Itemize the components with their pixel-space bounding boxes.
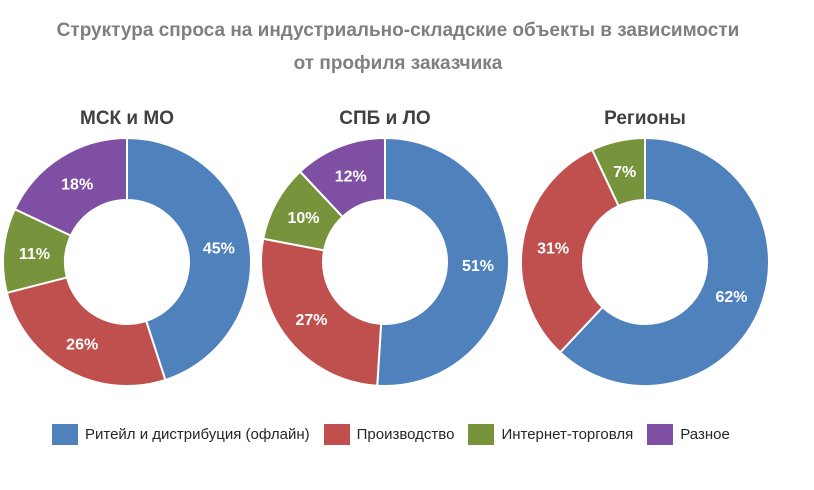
donut-data-label: 62% [715, 289, 747, 306]
legend-item-retail: Ритейл и дистрибуция (офлайн) [52, 424, 310, 445]
legend-item-production: Производство [323, 424, 455, 445]
donut-title: МСК и МО [80, 108, 174, 129]
donut-data-label: 11% [19, 246, 50, 263]
donut-data-label: 31% [537, 240, 569, 257]
donut-chart-1: МСК и МО 45% 26% 11% 18% [2, 108, 252, 387]
donut-data-label: 45% [203, 240, 235, 257]
legend-item-other: Разное [647, 424, 730, 445]
donut-slice-ритейл-и-дистрибуция-офлайн [558, 136, 770, 387]
legend-swatch-production [323, 424, 350, 445]
legend-label-retail: Ритейл и дистрибуция (офлайн) [85, 426, 310, 443]
legend-label-ecommerce: Интернет-торговля [501, 426, 634, 443]
legend-label-other: Разное [680, 426, 730, 443]
donut-title: СПБ и ЛО [339, 108, 430, 129]
donut-slice-интернет-торговля [590, 136, 646, 208]
donut-data-label: 51% [462, 258, 494, 275]
donut-data-label: 27% [295, 312, 327, 329]
donut-data-label: 12% [335, 169, 367, 186]
legend-swatch-retail [52, 424, 78, 445]
legend-item-ecommerce: Интернет-торговля [468, 424, 633, 445]
legend: Ритейл и дистрибуция (офлайн) Производст… [52, 424, 744, 445]
donut-data-label: 18% [61, 176, 93, 193]
donut-data-label: 10% [287, 210, 319, 227]
chart-title-line-2: от профиля заказчика [293, 53, 503, 74]
donut-slice-ритейл-и-дистрибуция-офлайн [376, 136, 511, 387]
donut-slice-производство [5, 276, 167, 387]
donut-title: Регионы [604, 108, 686, 129]
donut-data-label: 26% [66, 336, 98, 353]
donut-slice-ритейл-и-дистрибуция-офлайн [126, 136, 252, 382]
legend-label-production: Производство [356, 426, 455, 443]
legend-swatch-other [647, 424, 674, 445]
donut-slice-производство [520, 148, 620, 354]
donut-slice-разное [13, 136, 128, 237]
donut-data-label: 7% [613, 164, 636, 181]
donut-charts: МСК и МО 45% 26% 11% 18% СПБ и ЛО 51% 27% 10% 12%… [2, 108, 770, 387]
donut-slice-производство [260, 237, 383, 387]
donut-slice-разное [298, 136, 386, 219]
legend-swatch-ecommerce [468, 424, 495, 445]
donut-chart-2: СПБ и ЛО 51% 27% 10% 12% [260, 108, 511, 387]
chart-title: Структура спроса на индустриально-складс… [0, 14, 796, 80]
donut-chart-3: Регионы 62% 31% 7% [520, 108, 770, 387]
chart-title-line-1: Структура спроса на индустриально-складс… [56, 20, 740, 41]
